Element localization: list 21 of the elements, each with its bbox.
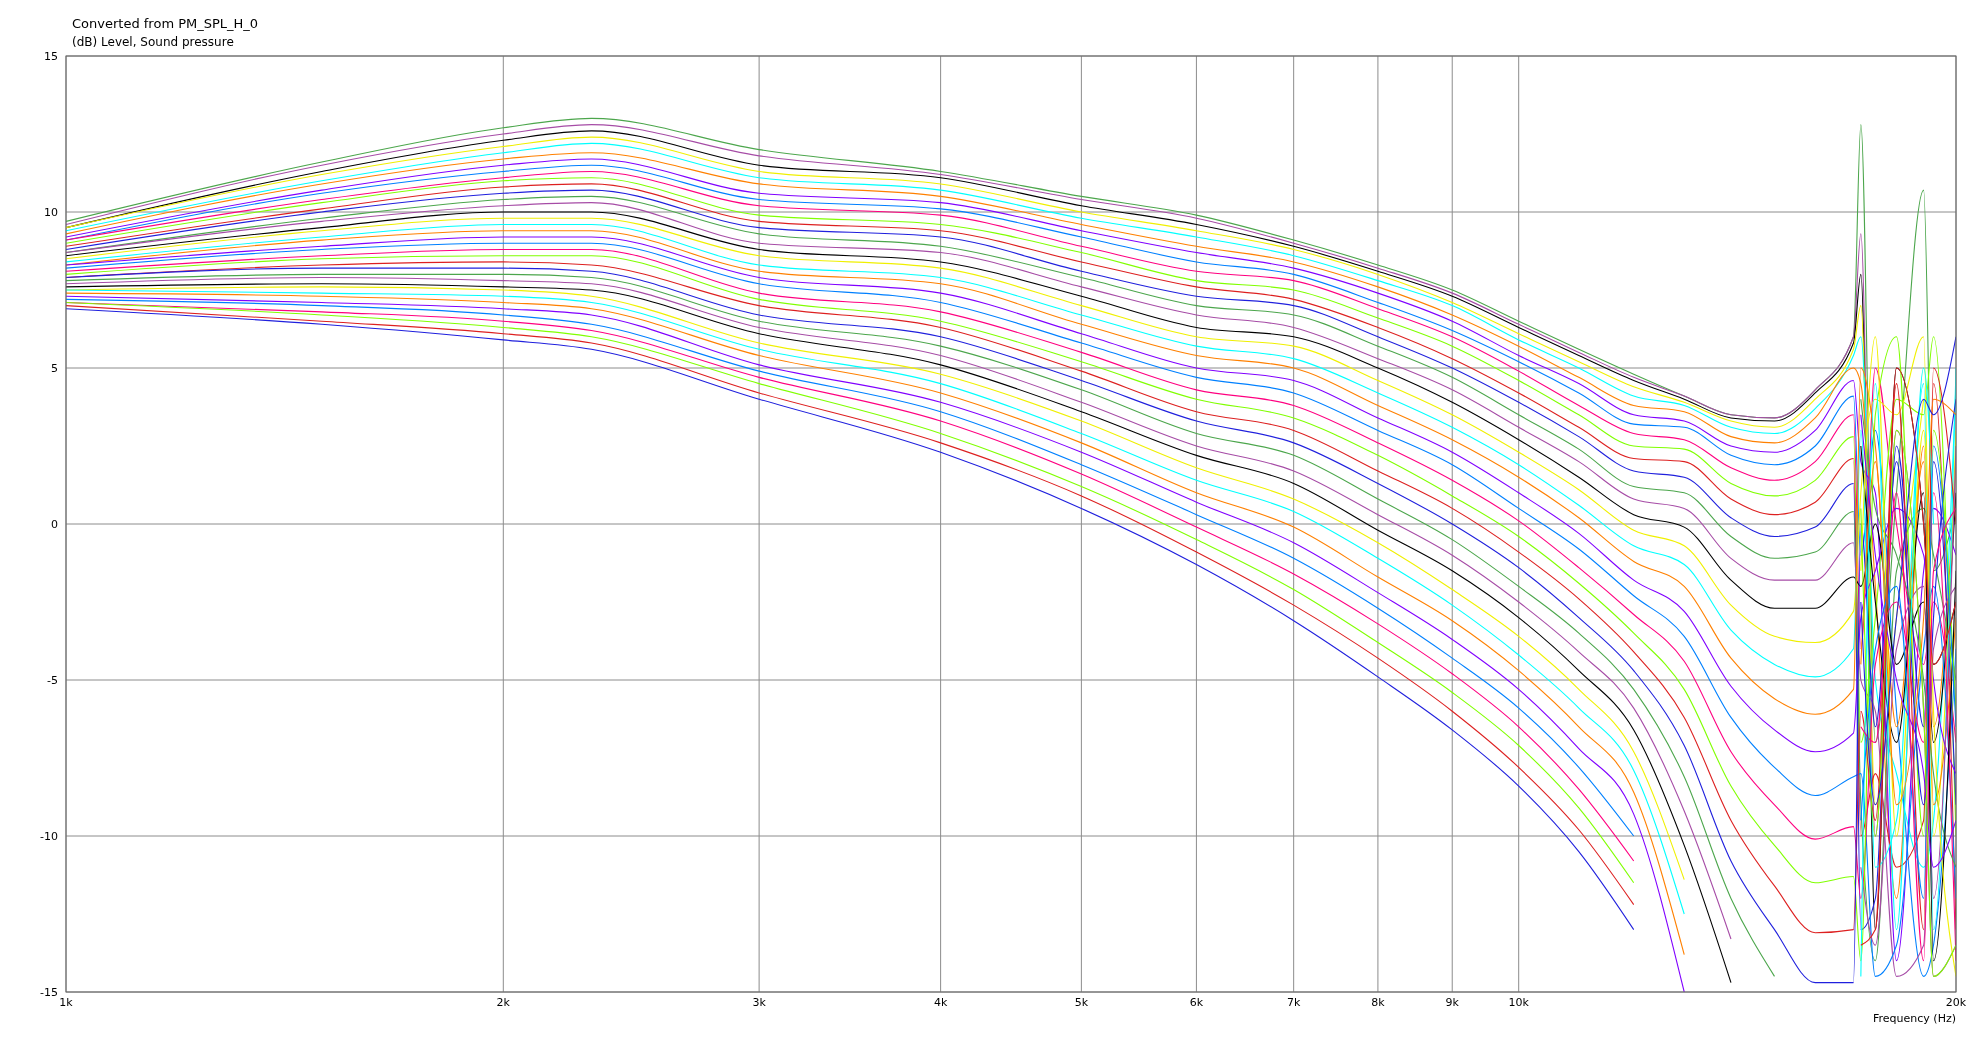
x-tick-label: 6k: [1189, 996, 1204, 1009]
chart-title: Converted from PM_SPL_H_0: [72, 16, 259, 31]
x-tick-label: 1k: [59, 996, 74, 1009]
x-tick-label: 20k: [1945, 996, 1967, 1009]
x-tick-label: 2k: [496, 996, 511, 1009]
y-tick-label: -5: [47, 674, 58, 687]
x-tick-label: 4k: [933, 996, 948, 1009]
y-tick-label: 5: [51, 362, 58, 375]
y-tick-label: 0: [51, 518, 58, 531]
x-tick-label: 3k: [752, 996, 767, 1009]
y-tick-label: 10: [44, 206, 58, 219]
x-tick-label: 9k: [1445, 996, 1460, 1009]
y-tick-label: -15: [40, 986, 58, 999]
x-tick-label: 7k: [1286, 996, 1301, 1009]
x-tick-label: 5k: [1074, 996, 1089, 1009]
x-tick-label: 8k: [1371, 996, 1386, 1009]
y-axis-title: (dB) Level, Sound pressure: [72, 35, 234, 49]
y-tick-label: 15: [44, 50, 58, 63]
x-tick-label: 10k: [1508, 996, 1530, 1009]
y-tick-label: -10: [40, 830, 58, 843]
x-axis-title: Frequency (Hz): [1873, 1012, 1956, 1025]
